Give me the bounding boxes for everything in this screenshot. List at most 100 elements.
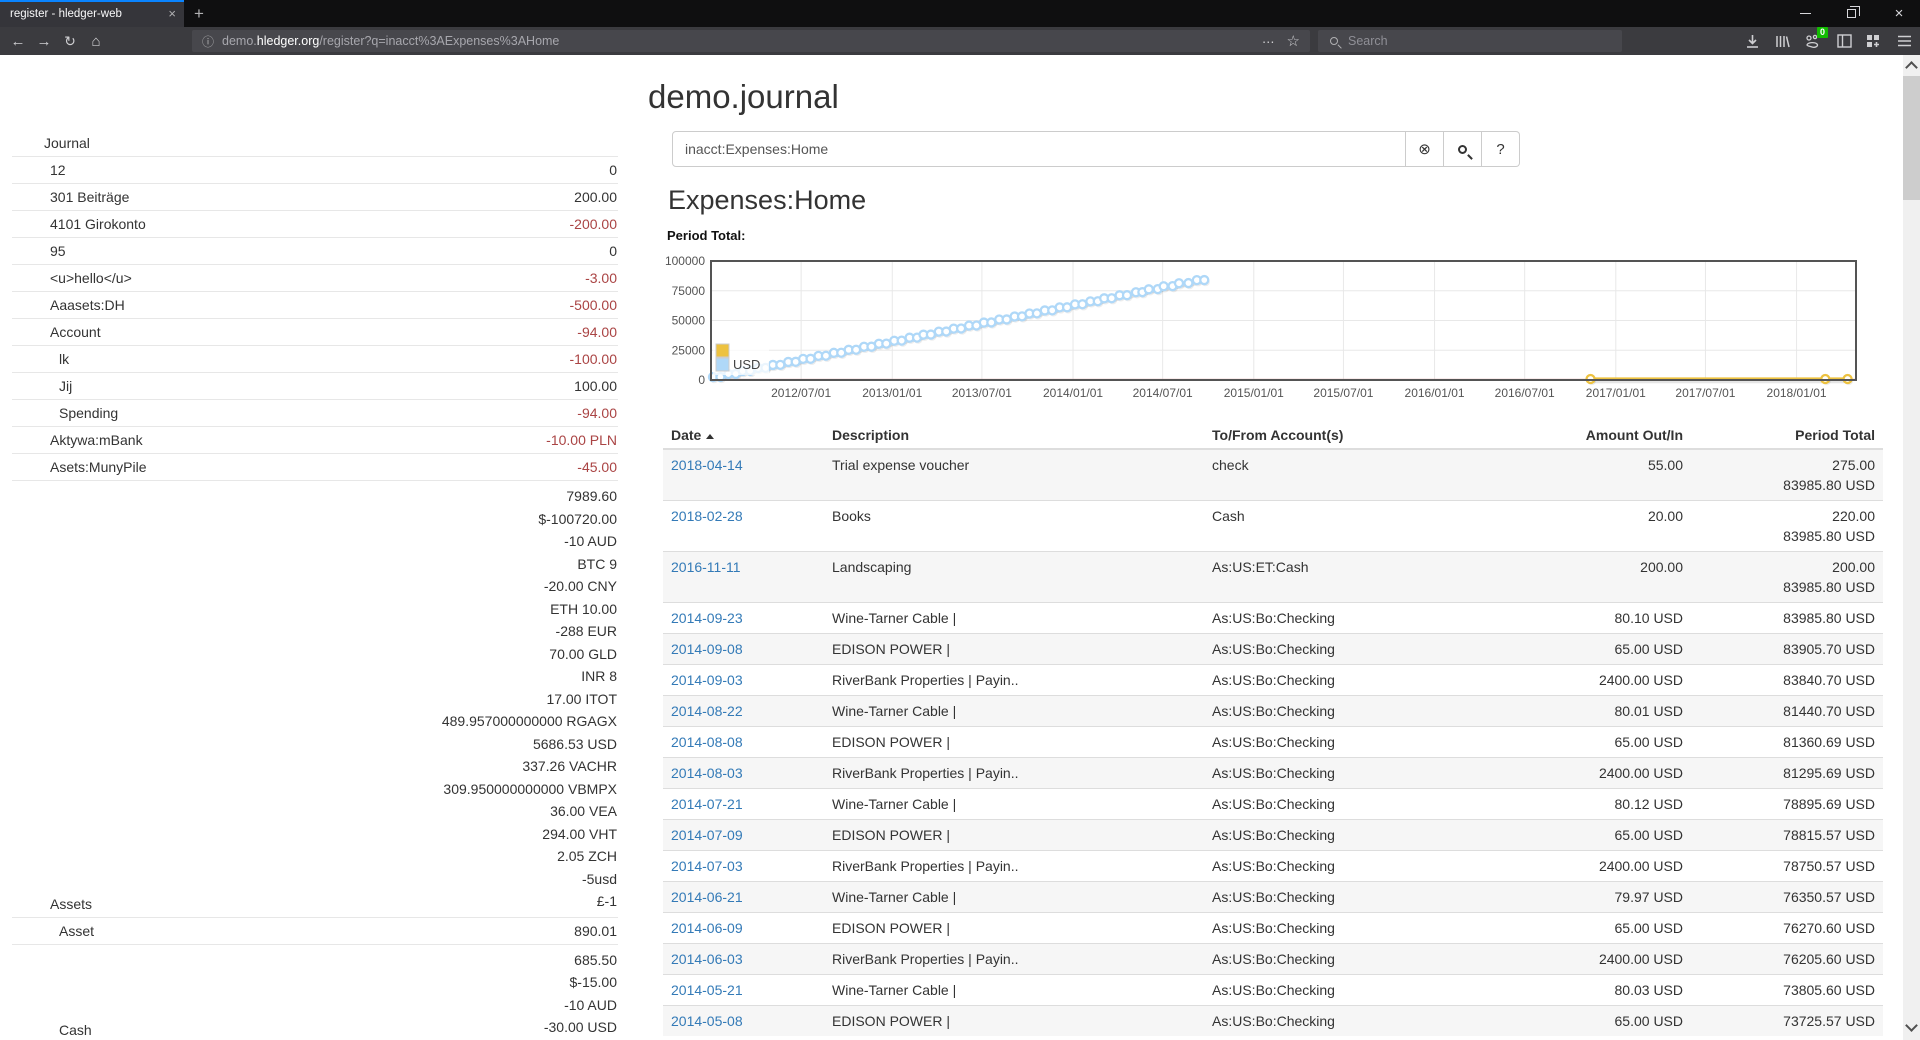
column-header[interactable]: To/From Account(s) <box>1204 424 1494 450</box>
transaction-account: As:US:Bo:Checking <box>1204 819 1494 851</box>
page-scrollbar[interactable] <box>1903 55 1920 1040</box>
transaction-date-link[interactable]: 2014-06-21 <box>671 889 743 905</box>
new-tab-button[interactable]: + <box>194 3 204 23</box>
period-total: 200.00 83985.80 USD <box>1691 551 1883 603</box>
tab-register[interactable]: register - hledger-web × <box>0 0 184 27</box>
column-header[interactable]: Period Total <box>1691 424 1883 450</box>
account-link[interactable]: 12 <box>50 162 66 178</box>
register-row[interactable]: 2014-08-08 EDISON POWER | As:US:Bo:Checkin… <box>663 726 1883 758</box>
activity-grid-button[interactable] <box>1861 29 1885 53</box>
site-info-icon[interactable]: ⓘ <box>202 34 215 49</box>
register-row[interactable]: 2018-04-14 Trial expense voucher check 55.0… <box>663 449 1883 501</box>
restore-icon <box>1846 6 1860 18</box>
query-input[interactable] <box>672 131 1406 167</box>
transaction-date-link[interactable]: 2014-08-08 <box>671 734 743 750</box>
search-button[interactable] <box>1444 131 1482 167</box>
bookmark-star-icon[interactable]: ☆ <box>1286 33 1300 50</box>
account-link[interactable]: Spending <box>59 405 119 421</box>
extension-button[interactable]: 0 <box>1800 27 1828 53</box>
sidebar-toggle-button[interactable] <box>1832 29 1856 53</box>
back-button[interactable]: ← <box>10 32 26 50</box>
account-link[interactable]: Jij <box>59 378 73 394</box>
register-row[interactable]: 2014-09-03 RiverBank Properties | Payin..… <box>663 664 1883 696</box>
register-row[interactable]: 2014-06-21 Wine-Tarner Cable | As:US:Bo:Ch… <box>663 881 1883 913</box>
transaction-date-link[interactable]: 2014-08-03 <box>671 765 743 781</box>
account-link[interactable]: Aaasets:DH <box>50 297 125 313</box>
page-actions-icon[interactable]: ⋯ <box>1262 34 1275 49</box>
svg-text:0: 0 <box>698 373 705 387</box>
column-header[interactable]: Description <box>824 424 1204 450</box>
tab-close-icon[interactable]: × <box>168 6 176 21</box>
svg-text:50000: 50000 <box>672 314 706 328</box>
account-link[interactable]: 301 Beiträge <box>50 189 130 205</box>
journal-link[interactable]: Journal <box>44 135 90 151</box>
url-bar[interactable]: ⓘ demo.hledger.org/register?q=inacct%3AE… <box>192 30 1310 52</box>
account-link[interactable]: lk <box>59 351 70 367</box>
register-row[interactable]: 2014-06-09 EDISON POWER | As:US:Bo:Checkin… <box>663 912 1883 944</box>
help-button[interactable]: ? <box>1482 131 1520 167</box>
clear-query-button[interactable]: ⊗ <box>1406 131 1444 167</box>
transaction-date-link[interactable]: 2014-09-03 <box>671 672 743 688</box>
sidebar-journal-row[interactable]: Journal <box>12 130 618 157</box>
balance-amount: £-1 <box>596 893 617 909</box>
chart-title: Period Total: <box>667 228 746 243</box>
account-link[interactable]: Account <box>50 324 101 340</box>
window-minimize-button[interactable] <box>1790 0 1820 27</box>
account-link[interactable]: 4101 Girokonto <box>50 216 146 232</box>
transaction-date-link[interactable]: 2014-09-23 <box>671 610 743 626</box>
window-close-button[interactable]: × <box>1884 0 1914 27</box>
account-link[interactable]: Asset <box>59 922 95 939</box>
register-row[interactable]: 2014-05-08 EDISON POWER | As:US:Bo:Checkin… <box>663 1005 1883 1036</box>
period-total: 76205.60 USD <box>1691 943 1883 975</box>
menu-button[interactable] <box>1892 29 1916 53</box>
scroll-down-icon[interactable] <box>1905 1019 1918 1032</box>
transaction-date-link[interactable]: 2014-07-09 <box>671 827 743 843</box>
home-button[interactable]: ⌂ <box>91 32 101 50</box>
library-button[interactable] <box>1770 29 1794 53</box>
reload-button[interactable]: ↻ <box>64 32 76 49</box>
transaction-date-link[interactable]: 2014-05-08 <box>671 1013 743 1029</box>
url-text: demo.hledger.org/register?q=inacct%3AExp… <box>222 34 1262 48</box>
transaction-date-link[interactable]: 2014-09-08 <box>671 641 743 657</box>
account-link[interactable]: Assets <box>50 895 93 912</box>
amount-out-in: 80.01 USD <box>1494 695 1691 727</box>
register-row[interactable]: 2018-02-28 Books Cash 20.00 220.00 83985.80 U… <box>663 500 1883 552</box>
account-link[interactable]: Cash <box>59 1021 92 1038</box>
downloads-button[interactable] <box>1740 29 1764 53</box>
browser-search-box[interactable]: Search <box>1318 30 1622 52</box>
transaction-date-link[interactable]: 2014-06-09 <box>671 920 743 936</box>
transaction-date-link[interactable]: 2018-02-28 <box>671 508 743 524</box>
transaction-description: EDISON POWER | <box>824 1005 1204 1036</box>
register-row[interactable]: 2014-08-22 Wine-Tarner Cable | As:US:Bo:Ch… <box>663 695 1883 727</box>
forward-button[interactable]: → <box>36 32 52 50</box>
register-row[interactable]: 2014-08-03 RiverBank Properties | Payin..… <box>663 757 1883 789</box>
transaction-date-link[interactable]: 2014-08-22 <box>671 703 743 719</box>
scroll-up-icon[interactable] <box>1905 61 1918 74</box>
register-row[interactable]: 2014-07-21 Wine-Tarner Cable | As:US:Bo:Ch… <box>663 788 1883 820</box>
register-row[interactable]: 2014-09-23 Wine-Tarner Cable | As:US:Bo:Ch… <box>663 602 1883 634</box>
column-header[interactable]: Amount Out/In <box>1494 424 1691 450</box>
journal-title: demo.journal <box>648 78 839 115</box>
transaction-date-link[interactable]: 2014-06-03 <box>671 951 743 967</box>
account-link[interactable]: Aktywa:mBank <box>50 432 143 448</box>
register-row[interactable]: 2014-07-03 RiverBank Properties | Payin..… <box>663 850 1883 882</box>
transaction-date-link[interactable]: 2014-05-21 <box>671 982 743 998</box>
transaction-date-link[interactable]: 2016-11-11 <box>671 559 741 575</box>
account-link[interactable]: Asets:MunyPile <box>50 459 147 475</box>
account-link[interactable]: <u>hello</u> <box>50 270 132 286</box>
register-row[interactable]: 2014-06-03 RiverBank Properties | Payin..… <box>663 943 1883 975</box>
column-header[interactable]: Date <box>663 424 824 450</box>
balance-amount: 70.00 GLD <box>549 645 617 662</box>
register-row[interactable]: 2014-09-08 EDISON POWER | As:US:Bo:Checkin… <box>663 633 1883 665</box>
register-row[interactable]: 2014-05-21 Wine-Tarner Cable | As:US:Bo:Ch… <box>663 974 1883 1006</box>
transaction-date-link[interactable]: 2014-07-21 <box>671 796 743 812</box>
transaction-date-link[interactable]: 2014-07-03 <box>671 858 743 874</box>
sidebar-account-row: Assets 7989.60 $-100720.00 -10 AUD BTC 9 -20.… <box>12 481 618 918</box>
transaction-date-link[interactable]: 2018-04-14 <box>671 457 743 473</box>
window-restore-button[interactable] <box>1836 0 1866 27</box>
register-row[interactable]: 2016-11-11 Landscaping As:US:ET:Cash 200.00… <box>663 551 1883 603</box>
period-total: 81360.69 USD <box>1691 726 1883 758</box>
account-link[interactable]: 95 <box>50 243 66 259</box>
register-row[interactable]: 2014-07-09 EDISON POWER | As:US:Bo:Checkin… <box>663 819 1883 851</box>
scrollbar-thumb[interactable] <box>1903 76 1920 200</box>
